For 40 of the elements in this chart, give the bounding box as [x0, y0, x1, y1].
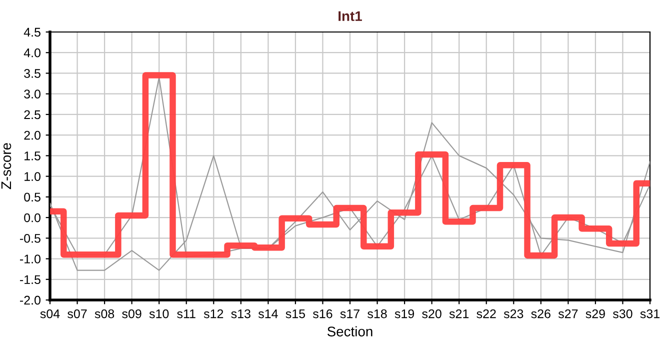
- chart-title: Int1: [338, 11, 362, 22]
- y-tick-label: 3.0: [24, 90, 40, 98]
- x-tick-label: s13: [231, 309, 250, 318]
- x-tick-label: s16: [313, 309, 332, 318]
- y-tick-label: 2.0: [24, 130, 40, 140]
- y-tick-label: 0.5: [24, 192, 40, 202]
- y-tick-label: 1.0: [24, 172, 40, 181]
- x-tick-label: s07: [68, 309, 87, 318]
- y-tick-label: 4.5: [24, 28, 40, 37]
- y-tick-label: 1.5: [24, 152, 40, 160]
- x-tick-label: s12: [204, 309, 224, 318]
- x-tick-label: s31: [640, 309, 660, 318]
- x-tick-label: s09: [122, 309, 142, 318]
- x-tick-label: s23: [504, 309, 524, 318]
- x-tick-label: s19: [394, 309, 414, 318]
- x-tick-label: s29: [586, 309, 605, 318]
- x-tick-label: s10: [149, 309, 169, 318]
- x-tick-label: s20: [422, 309, 442, 318]
- x-tick-label: s11: [177, 309, 196, 318]
- x-tick-label: s21: [449, 309, 469, 318]
- y-tick-label: -0.5: [20, 234, 40, 243]
- y-tick-label: 4.0: [24, 48, 40, 58]
- x-tick-label: s30: [613, 309, 632, 318]
- y-axis-title: Z-score: [1, 143, 12, 190]
- x-tick-label: s04: [40, 309, 60, 318]
- x-tick-label: s27: [558, 309, 578, 318]
- x-tick-label: s17: [340, 309, 360, 318]
- x-axis-title: Section: [327, 326, 372, 336]
- x-tick-label: s22: [476, 309, 496, 318]
- x-tick-label: s14: [258, 309, 278, 318]
- y-tick-label: -1.0: [20, 254, 40, 264]
- y-tick-label: 0.0: [24, 213, 40, 222]
- y-tick-label: -1.5: [20, 275, 40, 284]
- x-tick-label: s26: [531, 309, 550, 318]
- y-tick-label: 3.5: [24, 69, 40, 78]
- y-tick-label: 2.5: [24, 110, 40, 120]
- x-tick-label: s08: [94, 309, 114, 318]
- y-tick-label: -2.0: [20, 296, 40, 305]
- x-tick-label: s15: [286, 309, 306, 318]
- x-tick-label: s18: [368, 309, 387, 318]
